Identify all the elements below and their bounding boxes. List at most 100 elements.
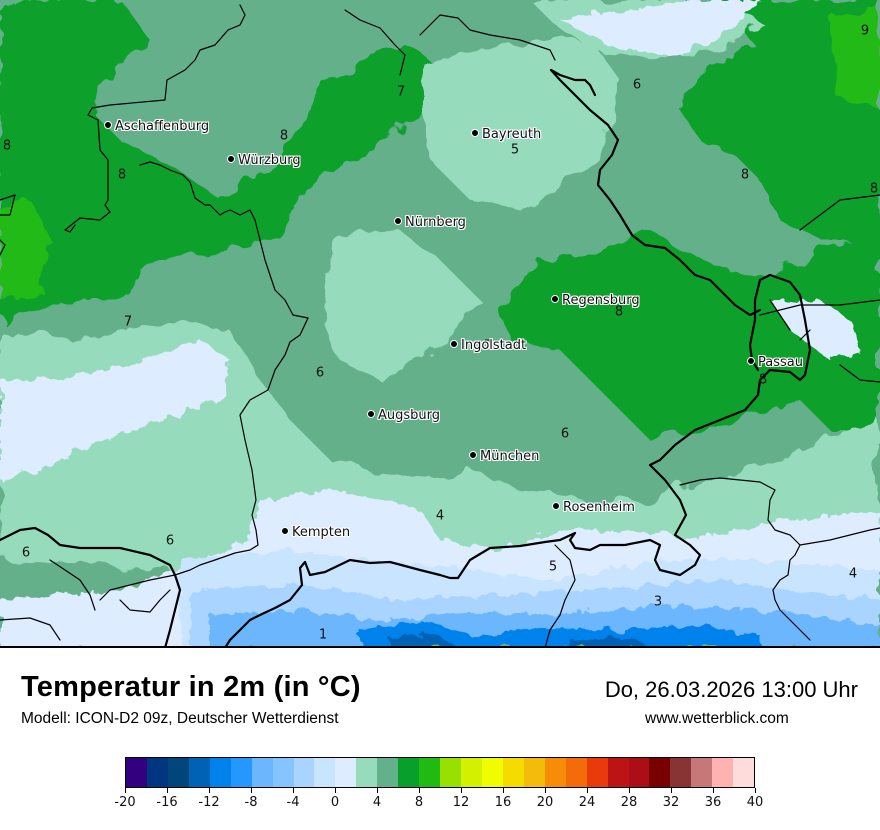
colorbar-segment <box>419 758 441 787</box>
city-marker: Aschaffenburg <box>104 119 209 134</box>
contour-label: 9 <box>860 23 870 39</box>
city-dot-icon <box>747 357 755 365</box>
colorbar-segment <box>146 758 168 787</box>
colorbar-segment <box>670 758 692 787</box>
website-link[interactable]: www.wetterblick.com <box>645 710 789 727</box>
colorbar-segment <box>314 758 336 787</box>
city-dot-icon <box>551 295 559 303</box>
colorbar-tick-label: 8 <box>414 795 424 810</box>
colorbar-tick-label: 32 <box>662 795 680 810</box>
colorbar-tick <box>671 788 672 793</box>
colorbar-ticks: -20 -16 -12 -8 -4 0 4 8 12 16 20 24 28 32 36 40 <box>114 788 763 818</box>
contour-label: 3 <box>653 594 663 610</box>
colorbar-segment <box>733 758 755 787</box>
forecast-datetime: Do, 26.03.2026 13:00 Uhr <box>604 677 858 702</box>
city-marker: Kempten <box>281 525 350 540</box>
colorbar-segment <box>293 758 315 787</box>
colorbar-tick-label: 40 <box>746 795 764 810</box>
city-dot-icon <box>471 129 479 137</box>
city-name: München <box>480 449 540 464</box>
contour-label: 6 <box>315 365 325 381</box>
map-bottom-border <box>0 646 880 648</box>
colorbar-segment <box>272 758 294 787</box>
colorbar-segment <box>481 758 503 787</box>
borders <box>0 4 880 648</box>
colorbar-tick-label: 36 <box>704 795 722 810</box>
colorbar-tick-label: 20 <box>536 795 554 810</box>
colorbar-segment <box>649 758 671 787</box>
city-name: Passau <box>758 355 803 370</box>
colorbar-segment <box>502 758 524 787</box>
colorbar-tick <box>293 788 294 793</box>
contour-label: 1 <box>318 627 328 643</box>
contour-label: 8 <box>279 128 289 144</box>
colorbar-tick <box>335 788 336 793</box>
contour-label: 8 <box>758 372 768 388</box>
contour-label: 7 <box>483 338 493 354</box>
city-name: Ingolstadt <box>461 338 527 353</box>
colorbar-segment <box>377 758 399 787</box>
contour-label: 8 <box>2 138 12 154</box>
city-name: Regensburg <box>562 293 640 308</box>
colorbar-tick-label: -16 <box>156 795 178 810</box>
city-name: Aschaffenburg <box>115 119 210 134</box>
colorbar-segment <box>209 758 231 787</box>
colorbar-segment <box>398 758 420 787</box>
colorbar-tick <box>125 788 126 793</box>
colorbar-segment <box>523 758 545 787</box>
city-marker: Bayreuth <box>471 127 541 142</box>
colorbar-segment <box>628 758 650 787</box>
contour-label: 5 <box>510 142 520 158</box>
city-marker: Ingolstadt <box>450 338 526 353</box>
contour-label: 8 <box>117 167 127 183</box>
city-dot-icon <box>367 410 375 418</box>
contour-label: 4 <box>435 508 445 524</box>
city-dot-icon <box>469 451 477 459</box>
colorbar-tick-label: 16 <box>494 795 512 810</box>
contour-label: 6 <box>165 533 175 549</box>
city-name: Kempten <box>292 525 351 540</box>
city-name: Augsburg <box>378 408 441 423</box>
city-dot-icon <box>281 527 289 535</box>
city-name: Würzburg <box>238 153 301 168</box>
colorbar-tick-label: -12 <box>198 795 220 810</box>
colorbar-tick <box>209 788 210 793</box>
colorbar-segment <box>544 758 566 787</box>
city-marker: Augsburg <box>367 408 440 423</box>
contour-label: 7 <box>123 314 133 330</box>
colorbar-tick <box>629 788 630 793</box>
colorbar-tick <box>419 788 420 793</box>
colorbar-segment <box>461 758 482 787</box>
colorbar-tick <box>503 788 504 793</box>
city-dot-icon <box>394 217 402 225</box>
city-marker: Regensburg <box>551 293 640 308</box>
colorbar-segment <box>565 758 587 787</box>
city-dot-icon <box>450 340 458 348</box>
chart-title: Temperatur in 2m (in °C) <box>21 671 361 703</box>
contour-label: 6 <box>21 545 31 561</box>
colorbar-segment <box>356 758 378 787</box>
colorbar-segment <box>607 758 629 787</box>
colorbar-segment <box>586 758 608 787</box>
contour-label: 5 <box>548 559 558 575</box>
contour-label: 8 <box>614 304 624 320</box>
colorbar-tick <box>713 788 714 793</box>
city-dot-icon <box>104 121 112 129</box>
colorbar-tick-label: 28 <box>620 795 638 810</box>
city-marker: Würzburg <box>227 153 301 168</box>
city-dot-icon <box>552 502 560 510</box>
city-name: Rosenheim <box>563 500 635 515</box>
contour-label: 6 <box>560 426 570 442</box>
colorbar-tick-label: -20 <box>114 795 136 810</box>
colorbar-tick-label: 0 <box>330 795 340 810</box>
colorbar-segment <box>230 758 252 787</box>
model-subtitle: Modell: ICON-D2 09z, Deutscher Wetterdie… <box>21 710 339 727</box>
contour-label: 7 <box>396 84 406 100</box>
city-dot-icon <box>227 155 235 163</box>
colorbar-tick-label: -4 <box>286 795 300 810</box>
colorbar-tick <box>755 788 756 793</box>
colorbar-segment <box>126 758 147 787</box>
colorbar-tick <box>545 788 546 793</box>
temperature-field <box>0 0 880 648</box>
city-marker: Rosenheim <box>552 500 635 515</box>
